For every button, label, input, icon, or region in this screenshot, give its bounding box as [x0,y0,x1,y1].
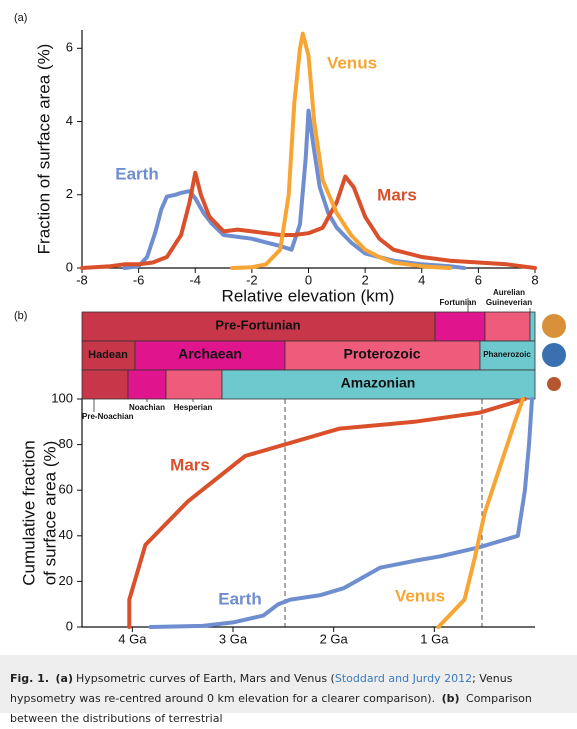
series-label: Mars [170,455,210,474]
era-label: Pre-Noachian [82,412,134,421]
series-line [122,108,467,270]
venus-icon [542,314,566,338]
y-tick-label: 40 [59,527,73,542]
y-axis-label: Fraction of surface area (%) [34,44,53,255]
era-bar [127,369,167,400]
caption-fig: Fig. 1. [10,672,49,685]
series-line [230,31,453,270]
era-bar [284,340,481,371]
caption-a: (a) [55,672,73,685]
figure: (a) 0 2 4 6 -8 -6 -4 -2 0 2 4 6 8 Relative elevation (… [14,12,566,646]
x-tick-label: 4 Ga [118,631,147,646]
y-tick-label: 2 [66,186,73,201]
era-bar [81,340,136,371]
caption-text: ; Venus hypsometry was re-centred around… [10,672,513,705]
y-axis-label: Cumulative fraction [19,440,38,586]
era-label: Pre-Fortunian [215,317,300,332]
caption-text: Hypsometric curves of Earth, Mars and Ve… [75,672,335,685]
x-tick-label: -6 [133,272,145,287]
y-axis-label: of surface area (%) [40,441,59,586]
y-tick-label: 60 [59,482,73,497]
era-bar [134,340,286,371]
era-label: Archaean [178,346,242,362]
y-tick-label: 0 [66,618,73,633]
y-tick-label: 6 [66,40,73,55]
caption-b: (b) [441,692,460,705]
era-label: Amazonian [341,375,416,391]
x-tick-label: 8 [531,272,538,287]
x-tick-label: 6 [475,272,482,287]
series-line [148,397,534,629]
era-label: Aurelian [493,288,525,297]
series-line [127,397,527,629]
series-line [436,397,525,629]
era-label: Guineverian [486,298,532,307]
page: (a) 0 2 4 6 -8 -6 -4 -2 0 2 4 6 8 Relative elevation (… [0,11,577,725]
y-tick-label: 0 [66,259,73,274]
x-tick-label: 3 Ga [219,631,248,646]
era-label: Proterozoic [343,346,420,362]
caption-link[interactable]: Stoddard and Jurdy 2012 [334,672,473,685]
era-bar [81,311,436,342]
series-label: Mars [377,185,417,204]
x-tick-label: 2 [362,272,369,287]
series-label: Earth [218,589,261,608]
x-axis-label: Relative elevation (km) [222,286,395,305]
era-bar [81,369,129,400]
series-label: Venus [327,53,377,72]
panel-label: (b) [14,310,27,322]
mars-icon [547,377,561,391]
era-label: Fortunian [440,298,477,307]
x-tick-label: -4 [189,272,201,287]
earth-icon [542,343,566,367]
y-tick-label: 4 [66,113,73,128]
era-bar [434,311,486,342]
series-label: Venus [395,586,445,605]
era-label: Hadean [88,349,128,361]
x-tick-label: 4 [418,272,425,287]
era-bar [484,311,531,342]
x-tick-label: 2 Ga [320,631,349,646]
era-label: Hesperian [174,403,213,412]
y-tick-label: 20 [59,573,73,588]
era-bar [165,369,223,400]
era-bar [479,340,536,371]
series-label: Earth [115,164,158,183]
x-tick-label: -8 [76,272,88,287]
y-tick-label: 100 [51,390,73,405]
x-tick-label: 1 Ga [420,631,449,646]
panel-label: (a) [14,12,27,24]
era-label: Noachian [129,403,165,412]
x-tick-label: -2 [246,272,258,287]
x-tick-label: 0 [305,272,312,287]
caption: Fig. 1. (a) Hypsometric curves of Earth, … [0,655,577,725]
era-bar [221,369,536,400]
series-line [80,170,537,270]
era-bar [529,311,536,342]
y-tick-label: 80 [59,436,73,451]
era-label: Phanerozoic [483,350,531,359]
